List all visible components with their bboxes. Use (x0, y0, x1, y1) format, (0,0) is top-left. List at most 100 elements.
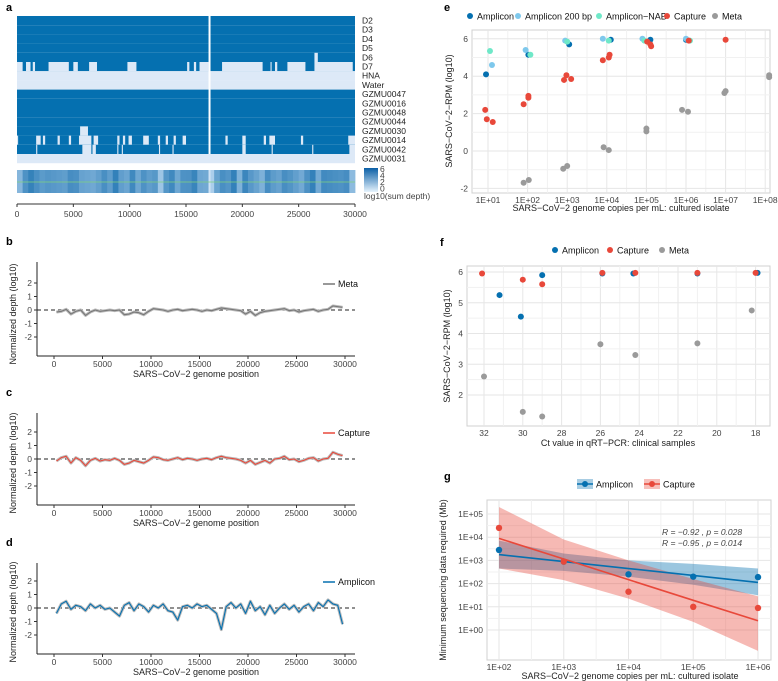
low-coverage-cell (89, 62, 97, 72)
y-tick-label: 1E+00 (458, 625, 483, 635)
low-coverage-cell (36, 144, 38, 154)
x-tick-label: 1E+02 (487, 662, 512, 672)
heatmap-row (17, 144, 355, 154)
low-coverage-cell (32, 62, 36, 72)
heatmap-row (17, 154, 355, 164)
y-axis-title: SARS−CoV−2−RPM (log10) (444, 54, 454, 167)
low-coverage-cell (117, 144, 119, 154)
data-point-meta (766, 74, 773, 81)
x-tick-label: 30000 (333, 657, 357, 667)
panel-e-scatter: 1E+01 1E+02 1E+03 1E+04 1E+05 1E+06 1E+07 1E+08… (444, 12, 778, 214)
heatmap-row (17, 34, 355, 44)
data-point-amplicon (517, 313, 524, 320)
x-tick-label: 5000 (93, 657, 112, 667)
data-point-meta (564, 162, 571, 169)
summary-depth-cell (73, 170, 80, 193)
low-coverage-cell (242, 144, 246, 154)
legend-tick: 0 (380, 184, 385, 194)
low-coverage-cell (263, 135, 266, 145)
y-tick-label: -2 (460, 183, 468, 193)
y-tick-label: 2 (27, 427, 32, 437)
legend-label: Amplicon 200 bp (525, 12, 592, 22)
row-label: D4 (362, 34, 373, 44)
legend-marker (607, 247, 613, 253)
panel-d-amplicon-depth: -2 -1 0 1 2 0 5000 10000 15000 20000 25000 30000 SAR… (8, 561, 375, 677)
x-tick-label: 20 (712, 428, 722, 438)
summary-depth-cell (231, 170, 238, 193)
legend-title: log10(sum depth) (364, 191, 430, 201)
low-coverage-cell (36, 135, 41, 145)
coverage-gap-line (208, 16, 211, 154)
low-coverage-cell (78, 135, 92, 145)
y-tick-label: 0 (463, 146, 468, 156)
y-axis-title: Minimum sequencing data required (Mb) (438, 499, 448, 661)
summary-depth-cell (90, 170, 97, 193)
summary-depth-cell (62, 170, 69, 193)
data-point-capture (560, 558, 567, 565)
legend-tick: 2 (380, 177, 385, 187)
summary-depth-cell (326, 170, 333, 193)
data-point-meta (679, 106, 686, 113)
summary-depth-cell (129, 170, 136, 193)
heatmap-row (17, 16, 355, 26)
low-coverage-cell (157, 135, 161, 145)
legend-label: Capture (338, 428, 370, 438)
low-coverage-cell (275, 62, 278, 72)
data-point-amplicon (690, 573, 697, 580)
summary-depth-cell (180, 170, 187, 193)
heatmap-row (17, 80, 355, 90)
x-tick-label: 32 (479, 428, 489, 438)
summary-depth-cell (309, 170, 316, 193)
low-coverage-cell (173, 135, 176, 145)
data-point-capture (625, 588, 632, 595)
x-tick-label: 0 (52, 657, 57, 667)
x-tick-label: 5000 (93, 508, 112, 518)
legend-tick: 6 (380, 164, 385, 174)
x-tick-label: 0 (52, 508, 57, 518)
low-coverage-cell (312, 144, 314, 154)
heatmap-row (17, 71, 355, 81)
y-tick-label: 2 (463, 109, 468, 119)
summary-depth-cell (287, 170, 294, 193)
x-tick-label: 20000 (231, 209, 255, 219)
summary-depth-cell (219, 170, 226, 193)
panel-label-a: a (6, 2, 13, 14)
summary-depth-cell (298, 170, 305, 193)
data-point-meta (684, 108, 691, 115)
legend-label: Capture (663, 480, 695, 490)
x-tick-label: 30000 (333, 359, 357, 369)
low-coverage-cell (270, 62, 272, 72)
summary-depth-cell (50, 170, 57, 193)
summary-depth-cell (225, 170, 232, 193)
x-tick-label: 1E+06 (746, 662, 771, 672)
panel-b-meta-depth: -2 -1 0 1 2 0 5000 10000 15000 20000 25000 30000 SAR… (8, 262, 358, 379)
summary-depth-cell (112, 170, 119, 193)
low-coverage-cell (287, 62, 306, 72)
x-tick-label: 1E+04 (616, 662, 641, 672)
y-tick-label: 0 (27, 603, 32, 613)
panel-label-e: e (444, 2, 450, 14)
y-axis-title: Normalized depth (log10) (8, 412, 18, 513)
data-point-capture (722, 36, 729, 43)
summary-depth-cell (349, 170, 356, 193)
x-tick-label: 10000 (139, 359, 163, 369)
x-axis-title: Ct value in qRT−PCR: clinical samples (541, 438, 696, 448)
legend-tick: 4 (380, 171, 385, 181)
correlation-annotation-amplicon: R = −0.92 , p = 0.028 (662, 527, 742, 537)
x-tick-label: 25000 (287, 209, 311, 219)
data-point-amplicon (495, 546, 503, 554)
low-coverage-cell (80, 126, 88, 136)
summary-depth-cell (304, 170, 311, 193)
x-tick-label: 25000 (285, 508, 309, 518)
low-coverage-cell (269, 135, 276, 145)
legend-marker (467, 13, 473, 19)
data-point-meta (605, 147, 612, 154)
summary-gap (208, 170, 211, 193)
data-point-amplicon (483, 71, 490, 78)
x-tick-label: 10000 (139, 508, 163, 518)
low-coverage-cell (193, 62, 197, 72)
low-coverage-cell (314, 52, 318, 62)
heatmap-row (17, 52, 355, 62)
low-coverage-cell (158, 144, 161, 154)
x-tick-label: 1E+02 (515, 195, 540, 205)
